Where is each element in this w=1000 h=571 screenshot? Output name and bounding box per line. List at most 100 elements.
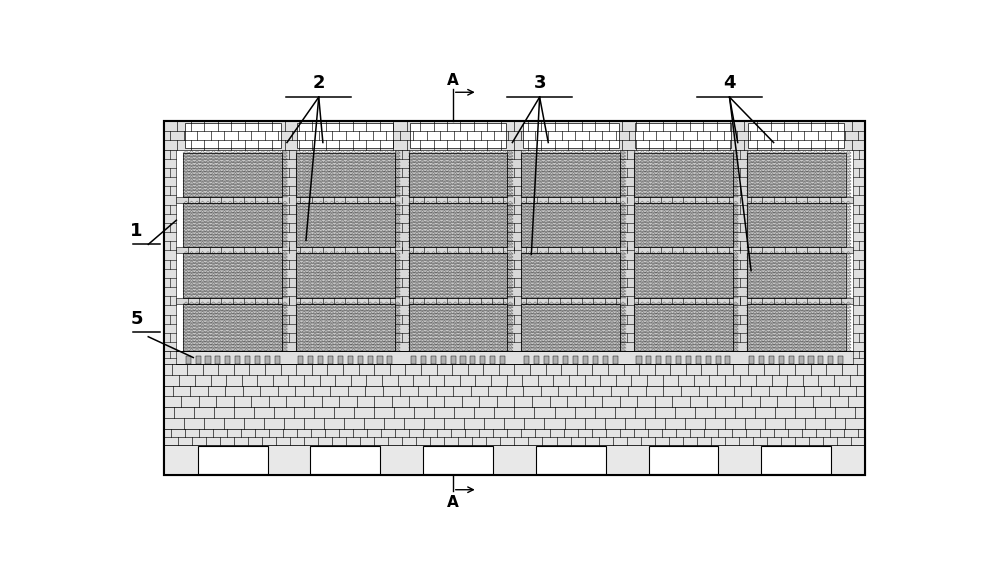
Bar (593, 356, 598, 364)
Bar (296, 203, 395, 247)
Bar (164, 351, 176, 364)
Bar (296, 152, 395, 197)
Bar (761, 446, 831, 474)
Bar (409, 152, 507, 197)
Bar (521, 203, 620, 247)
Bar (761, 446, 831, 474)
Bar (818, 356, 823, 364)
Bar (205, 356, 211, 364)
Text: 5: 5 (130, 310, 143, 328)
Bar (536, 446, 606, 474)
Bar (634, 254, 733, 298)
Bar (296, 304, 395, 351)
Bar (747, 152, 846, 197)
Bar (409, 304, 507, 351)
Bar (198, 446, 268, 474)
Bar (747, 203, 846, 247)
Bar (769, 356, 774, 364)
Bar (649, 446, 718, 474)
Bar (409, 203, 507, 247)
Bar (583, 356, 588, 364)
Bar (176, 298, 853, 304)
Bar (409, 254, 507, 298)
Bar (838, 356, 843, 364)
Bar (646, 356, 651, 364)
Bar (649, 446, 718, 474)
Bar (500, 356, 505, 364)
Bar (634, 254, 733, 298)
Bar (183, 304, 282, 351)
Bar (296, 254, 395, 298)
Bar (676, 356, 681, 364)
Bar (747, 152, 846, 197)
Bar (634, 152, 733, 197)
Bar (613, 356, 618, 364)
Bar (164, 150, 176, 351)
Bar (308, 356, 313, 364)
Bar (749, 356, 754, 364)
Bar (544, 356, 549, 364)
Bar (411, 356, 416, 364)
Bar (759, 356, 764, 364)
Bar (409, 152, 507, 197)
Bar (387, 356, 392, 364)
Text: A: A (447, 495, 459, 510)
Bar (245, 356, 250, 364)
Bar (377, 356, 383, 364)
Bar (521, 203, 620, 247)
Bar (164, 121, 865, 475)
Bar (164, 121, 865, 475)
Bar (164, 385, 865, 407)
Bar (164, 445, 865, 475)
Bar (490, 356, 495, 364)
Bar (808, 356, 814, 364)
Bar (748, 123, 844, 148)
Bar (521, 304, 620, 351)
Bar (603, 356, 608, 364)
Bar (620, 150, 634, 351)
Bar (409, 203, 507, 247)
Bar (395, 150, 409, 351)
Bar (828, 356, 833, 364)
Bar (634, 304, 733, 351)
Bar (176, 247, 853, 254)
Bar (696, 356, 701, 364)
Bar (634, 304, 733, 351)
Bar (725, 356, 730, 364)
Text: 1: 1 (130, 222, 143, 240)
Bar (328, 356, 333, 364)
Bar (265, 356, 270, 364)
Bar (747, 304, 846, 351)
Bar (296, 304, 395, 351)
Bar (634, 203, 733, 247)
Bar (297, 123, 393, 148)
Bar (164, 364, 865, 385)
Bar (255, 356, 260, 364)
Bar (716, 356, 721, 364)
Bar (666, 356, 671, 364)
Bar (358, 356, 363, 364)
Text: 2: 2 (312, 74, 325, 92)
Bar (524, 356, 529, 364)
Text: A: A (447, 73, 459, 89)
Bar (176, 197, 853, 203)
Bar (747, 304, 846, 351)
Bar (183, 254, 282, 298)
Bar (523, 123, 619, 148)
Bar (198, 446, 268, 474)
Bar (706, 356, 711, 364)
Text: 3: 3 (533, 74, 546, 92)
Bar (534, 356, 539, 364)
Bar (460, 356, 466, 364)
Bar (521, 304, 620, 351)
Bar (275, 356, 280, 364)
Bar (164, 121, 865, 150)
Bar (733, 150, 747, 351)
Bar (634, 152, 733, 197)
Bar (423, 446, 493, 474)
Bar (310, 446, 380, 474)
Bar (296, 203, 395, 247)
Bar (799, 356, 804, 364)
Bar (318, 356, 323, 364)
Bar (164, 407, 865, 429)
